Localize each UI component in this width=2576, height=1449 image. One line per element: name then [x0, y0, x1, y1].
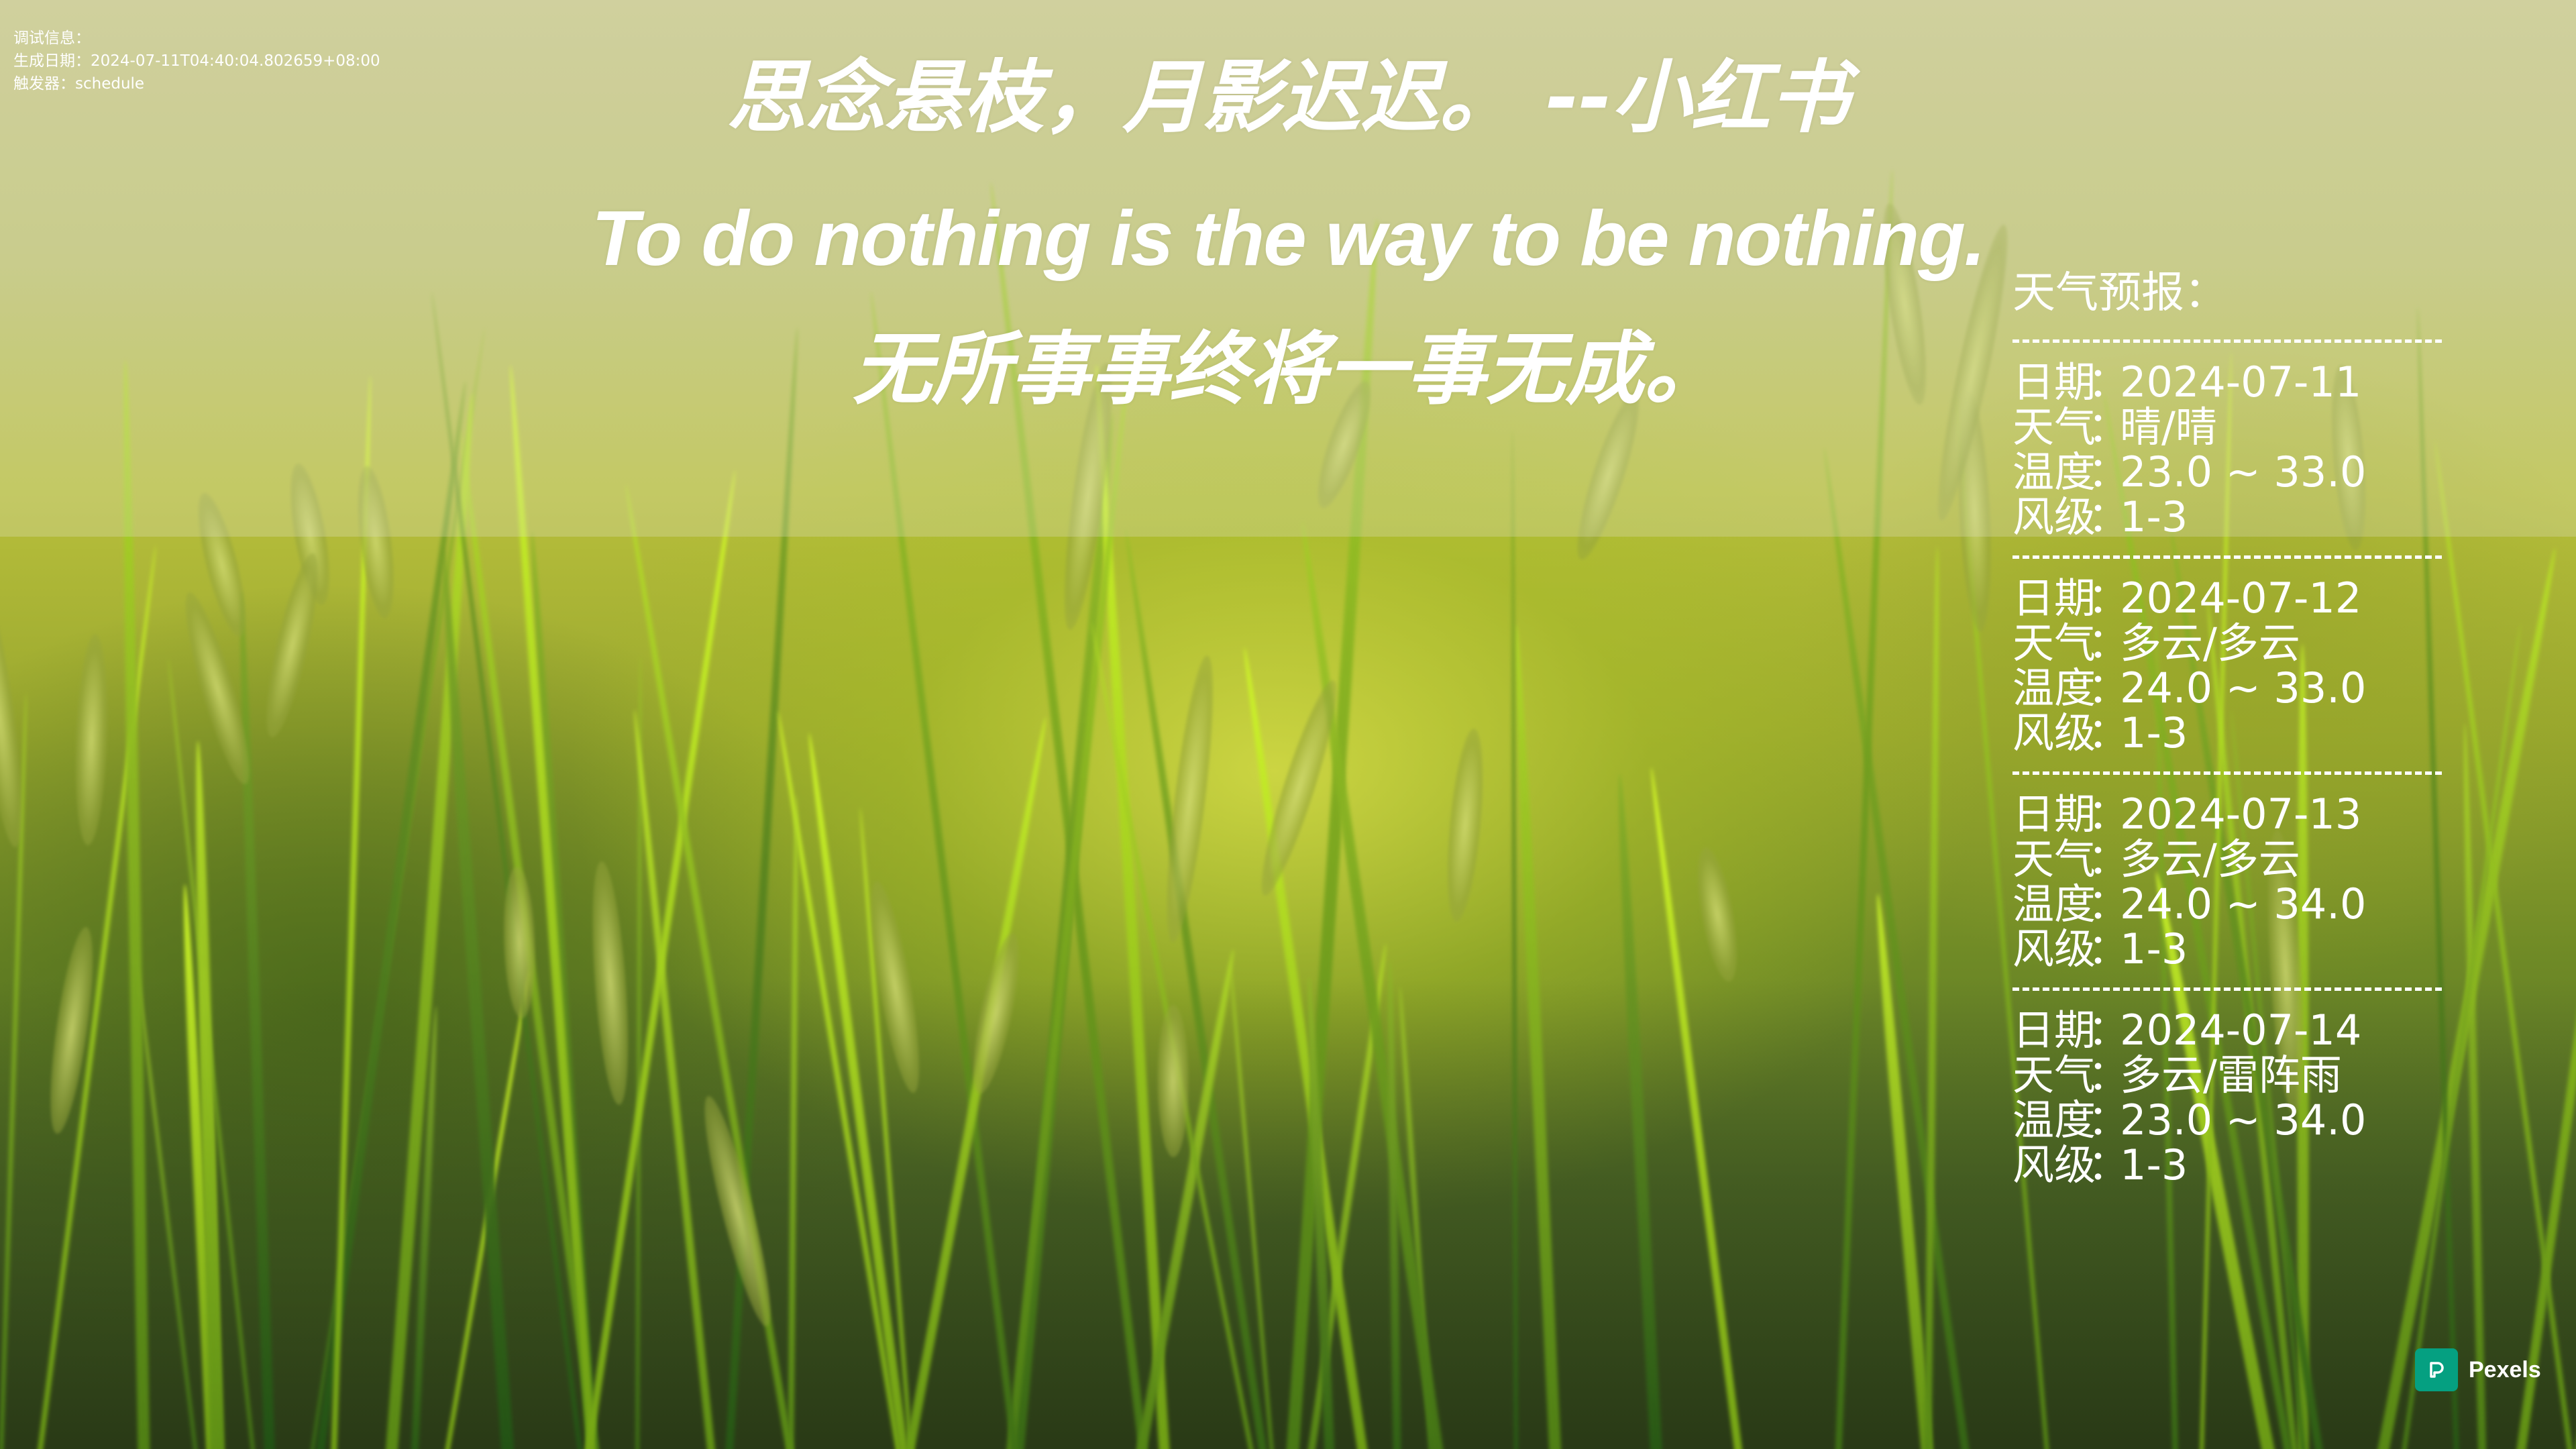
- grass-spike: [1690, 845, 1745, 985]
- forecast-day: 日期：2024-07-13 天气：多云/多云 温度：24.0 ~ 34.0 风级…: [2012, 792, 2442, 971]
- top-translucent-band: [0, 0, 2576, 537]
- divider: [2012, 971, 2442, 1008]
- forecast-wind-row: 风级：1-3: [2012, 708, 2188, 757]
- forecast-wind: 1-3: [2120, 924, 2188, 973]
- grass-spike: [256, 549, 329, 741]
- forecast-weather-row: 天气：多云/多云: [2012, 835, 2300, 883]
- pexels-p-icon: [2430, 1362, 2444, 1378]
- debug-info: 调试信息： 生成日期：2024-07-11T04:40:04.802659+08…: [13, 27, 380, 95]
- forecast-weather-row: 天气：多云/多云: [2012, 619, 2300, 667]
- divider: [2012, 539, 2442, 576]
- debug-label: 调试信息：: [13, 30, 91, 47]
- forecast-weather: 多云/多云: [2120, 835, 2300, 883]
- forecast-wind-row: 风级：1-3: [2012, 1140, 2188, 1189]
- forecast-wind: 1-3: [2120, 1140, 2188, 1189]
- forecast-date-row: 日期：2024-07-12: [2012, 574, 2362, 623]
- weather-forecast-panel: 天气预报： 日期：2024-07-11 天气：晴/晴 温度：23.0 ~ 33.…: [2012, 263, 2442, 1187]
- forecast-temp-row: 温度：24.0 ~ 34.0: [2012, 879, 2367, 928]
- forecast-temp-row: 温度：23.0 ~ 34.0: [2012, 1095, 2367, 1144]
- forecast-wind: 1-3: [2120, 708, 2188, 757]
- forecast-weather: 晴/晴: [2120, 402, 2217, 451]
- forecast-temp-row: 温度：24.0 ~ 33.0: [2012, 663, 2367, 712]
- forecast-temp-row: 温度：23.0 ~ 33.0: [2012, 447, 2367, 496]
- forecast-date: 2024-07-12: [2120, 574, 2362, 623]
- forecast-temp: 24.0 ~ 34.0: [2120, 879, 2367, 928]
- debug-trigger: 触发器：schedule: [13, 75, 145, 93]
- forecast-date: 2024-07-14: [2120, 1006, 2362, 1055]
- forecast-weather: 多云/雷阵雨: [2120, 1051, 2342, 1099]
- forecast-temp: 24.0 ~ 33.0: [2120, 663, 2367, 712]
- poem-quote: 思念悬枝，月影迟迟。 --小红书: [727, 51, 1849, 144]
- forecast-temp: 23.0 ~ 34.0: [2120, 1095, 2367, 1144]
- grass-spike: [72, 633, 111, 846]
- weather-title: 天气预报：: [2012, 268, 2227, 318]
- forecast-date-row: 日期：2024-07-13: [2012, 790, 2362, 839]
- forecast-date-row: 日期：2024-07-14: [2012, 1006, 2362, 1055]
- pexels-label: Pexels: [2469, 1356, 2541, 1383]
- pexels-badge[interactable]: Pexels: [2415, 1348, 2541, 1391]
- forecast-weather: 多云/多云: [2120, 619, 2300, 667]
- forecast-temp: 23.0 ~ 33.0: [2120, 447, 2367, 496]
- forecast-wind: 1-3: [2120, 492, 2188, 541]
- forecast-wind-row: 风级：1-3: [2012, 924, 2188, 973]
- forecast-date-row: 日期：2024-07-11: [2012, 358, 2362, 407]
- grass-spike: [1157, 1004, 1189, 1158]
- chinese-quote: 无所事事终将一事无成。: [852, 323, 1723, 415]
- pexels-logo-icon: [2415, 1348, 2458, 1391]
- forecast-date: 2024-07-11: [2120, 358, 2362, 407]
- english-quote: To do nothing is the way to be nothing.: [591, 195, 1986, 282]
- debug-generated-date: 生成日期：2024-07-11T04:40:04.802659+08:00: [13, 52, 380, 70]
- forecast-wind-row: 风级：1-3: [2012, 492, 2188, 541]
- forecast-weather-row: 天气：多云/雷阵雨: [2012, 1051, 2342, 1099]
- divider: [2012, 323, 2442, 360]
- forecast-date: 2024-07-13: [2120, 790, 2362, 839]
- forecast-weather-row: 天气：晴/晴: [2012, 402, 2217, 451]
- forecast-day: 日期：2024-07-11 天气：晴/晴 温度：23.0 ~ 33.0 风级：1…: [2012, 360, 2442, 539]
- forecast-day: 日期：2024-07-12 天气：多云/多云 温度：24.0 ~ 33.0 风级…: [2012, 576, 2442, 755]
- forecast-day: 日期：2024-07-14 天气：多云/雷阵雨 温度：23.0 ~ 34.0 风…: [2012, 1008, 2442, 1187]
- grass-spike: [1441, 727, 1490, 924]
- divider: [2012, 755, 2442, 792]
